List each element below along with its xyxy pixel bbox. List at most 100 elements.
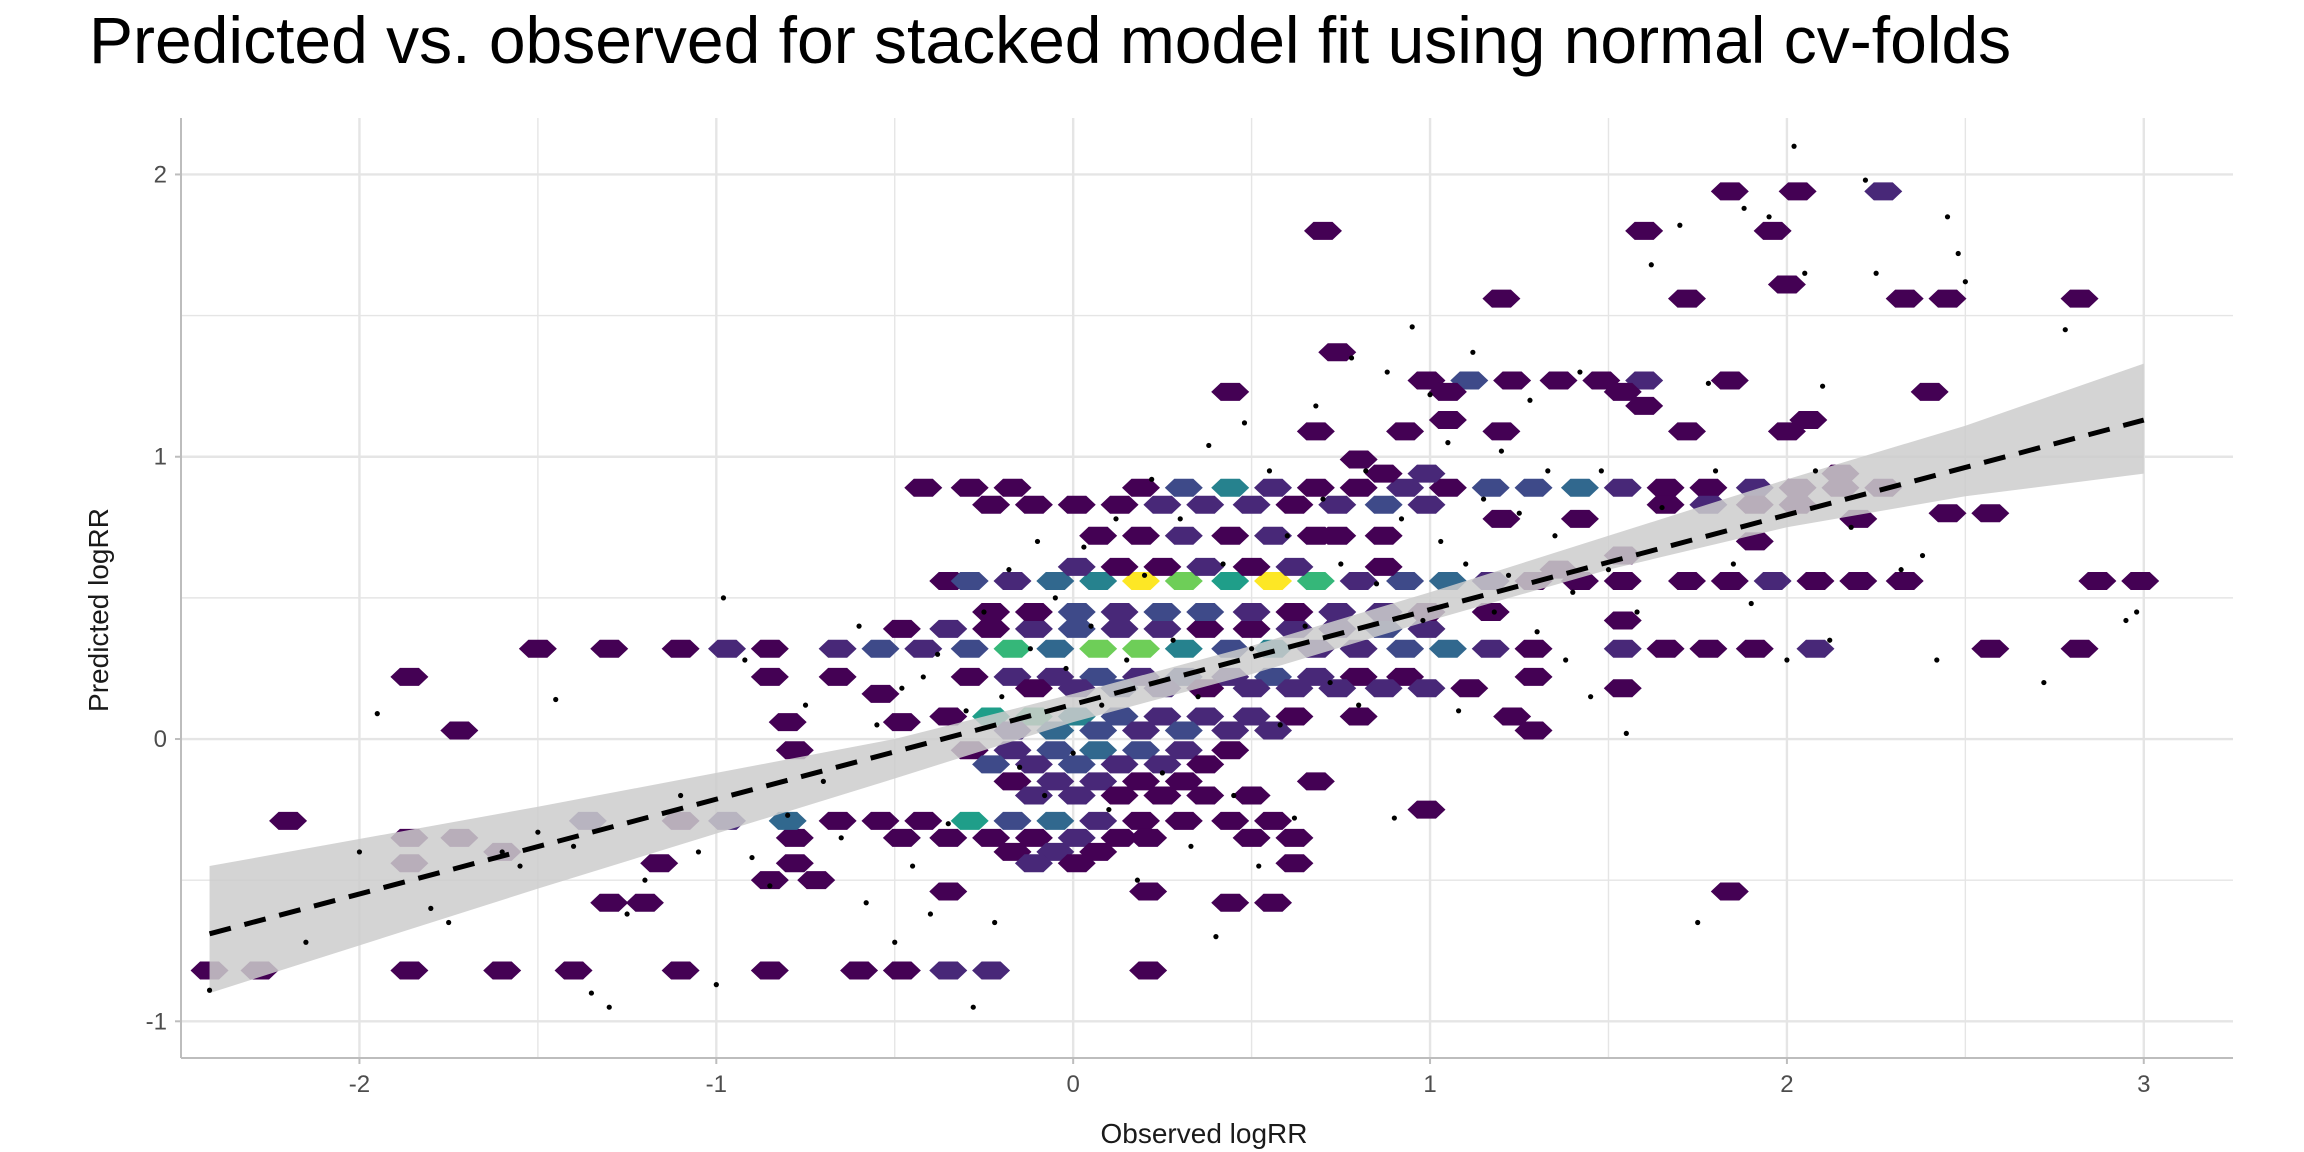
hexbin-cell <box>1603 679 1642 698</box>
hexbin-cell <box>1885 571 1924 590</box>
hexbin-cell <box>1753 571 1792 590</box>
hexbin-cell <box>929 882 968 901</box>
data-point <box>742 657 748 663</box>
hexbin-cell <box>1232 828 1271 847</box>
data-point <box>1605 567 1612 573</box>
hexbin-cell <box>1364 526 1403 545</box>
hexbin-cell <box>1211 382 1250 401</box>
hexbin-cell <box>1057 602 1096 621</box>
hexbin-cell <box>1275 495 1314 514</box>
data-point <box>1516 510 1522 516</box>
hexbin-cell <box>1318 495 1357 514</box>
data-point <box>1291 815 1298 821</box>
hexbin-cell <box>1689 639 1728 658</box>
hexbin-cell <box>440 721 479 740</box>
hexbin-cell <box>1057 619 1096 638</box>
data-point <box>695 849 702 855</box>
data-point <box>945 821 951 827</box>
data-point <box>892 939 898 945</box>
hexbin-cell <box>1121 741 1160 760</box>
data-point <box>749 854 755 861</box>
hexbin-cell <box>1482 509 1521 528</box>
hexbin-cell <box>1928 504 1967 523</box>
data-point <box>1659 504 1665 511</box>
hexbin-cell <box>1339 667 1378 686</box>
data-point <box>1934 657 1940 663</box>
hexbin-cell <box>1186 602 1225 621</box>
data-point <box>1159 770 1165 776</box>
tick-labels: -2 -1 0 1 2 3 -1 0 1 2 <box>146 161 2151 1098</box>
hexbin-cell <box>1296 478 1335 497</box>
hexbin-cell <box>1057 854 1096 873</box>
hexbin-cell <box>882 961 921 980</box>
data-point <box>1017 764 1023 770</box>
data-point <box>767 883 773 889</box>
hexbin-cell <box>1689 478 1728 497</box>
data-point <box>1302 623 1308 629</box>
hexbin-cell <box>1971 504 2010 523</box>
data-point <box>356 849 363 855</box>
hexbin-cell <box>1667 289 1706 308</box>
data-point <box>2062 327 2068 333</box>
confidence-band <box>209 363 2144 994</box>
axes <box>175 118 2233 1064</box>
data-point <box>1113 516 1119 522</box>
hexbin-cell <box>1710 571 1749 590</box>
hexbin-cell <box>1428 411 1467 430</box>
data-point <box>606 1004 612 1010</box>
hexbin-cell <box>818 639 857 658</box>
hexbin-cell <box>1296 571 1335 590</box>
hexbin-cell <box>1036 772 1075 791</box>
hexbin-cell <box>1057 557 1096 576</box>
hexbin-cell <box>1014 679 1053 698</box>
hexbin-cell <box>1164 526 1203 545</box>
data-point <box>1427 392 1433 398</box>
hexbin-cell <box>1303 221 1342 240</box>
hexbin-cell <box>1232 602 1271 621</box>
data-point <box>1256 863 1262 869</box>
hexbin-cell <box>1079 721 1118 740</box>
hexbin-cell <box>1164 639 1203 658</box>
hexbin-cell <box>1839 571 1878 590</box>
hexbin-cell <box>1036 571 1075 590</box>
data-point <box>1356 702 1362 708</box>
hexbin-cell <box>2060 289 2099 308</box>
data-point <box>1106 806 1112 813</box>
scatter-points-layer <box>206 143 2140 1010</box>
data-point <box>981 609 987 615</box>
hexbin-cell <box>1232 786 1271 805</box>
hexbin-cell <box>1143 495 1182 514</box>
data-point <box>1480 496 1487 502</box>
data-point <box>920 674 926 680</box>
data-point <box>1563 657 1569 663</box>
data-point <box>2123 617 2129 624</box>
data-point <box>1598 468 1604 474</box>
hexbin-cell <box>1143 602 1182 621</box>
hexbin-cell <box>1036 811 1075 830</box>
hexbin-cell <box>1339 478 1378 497</box>
hexbin-cell <box>972 828 1011 847</box>
hexbin-cell <box>1211 571 1250 590</box>
hexbin-cell <box>483 961 522 980</box>
hexbin-cell <box>1625 221 1664 240</box>
hexbin-cell <box>1079 667 1118 686</box>
hexbin-cell <box>1625 371 1664 390</box>
hexbin-cell <box>1407 464 1446 483</box>
data-point <box>1766 214 1772 220</box>
data-point <box>1188 843 1194 849</box>
data-point <box>1266 468 1273 474</box>
data-point <box>785 812 791 818</box>
hexbin-cell <box>1778 182 1817 201</box>
hexbin-cell <box>1471 602 1510 621</box>
hexbin-cell <box>993 811 1032 830</box>
data-point <box>713 982 719 988</box>
hexbin-cell <box>1057 786 1096 805</box>
hexbin-cell <box>1129 828 1168 847</box>
hexbin-cell <box>590 893 629 912</box>
hexbin-cell <box>1603 571 1642 590</box>
hexbin-cell <box>661 961 700 980</box>
data-point <box>1527 397 1533 403</box>
hexbin-cell <box>1079 842 1118 861</box>
data-point <box>1006 567 1012 573</box>
hexbin-cell <box>1407 495 1446 514</box>
